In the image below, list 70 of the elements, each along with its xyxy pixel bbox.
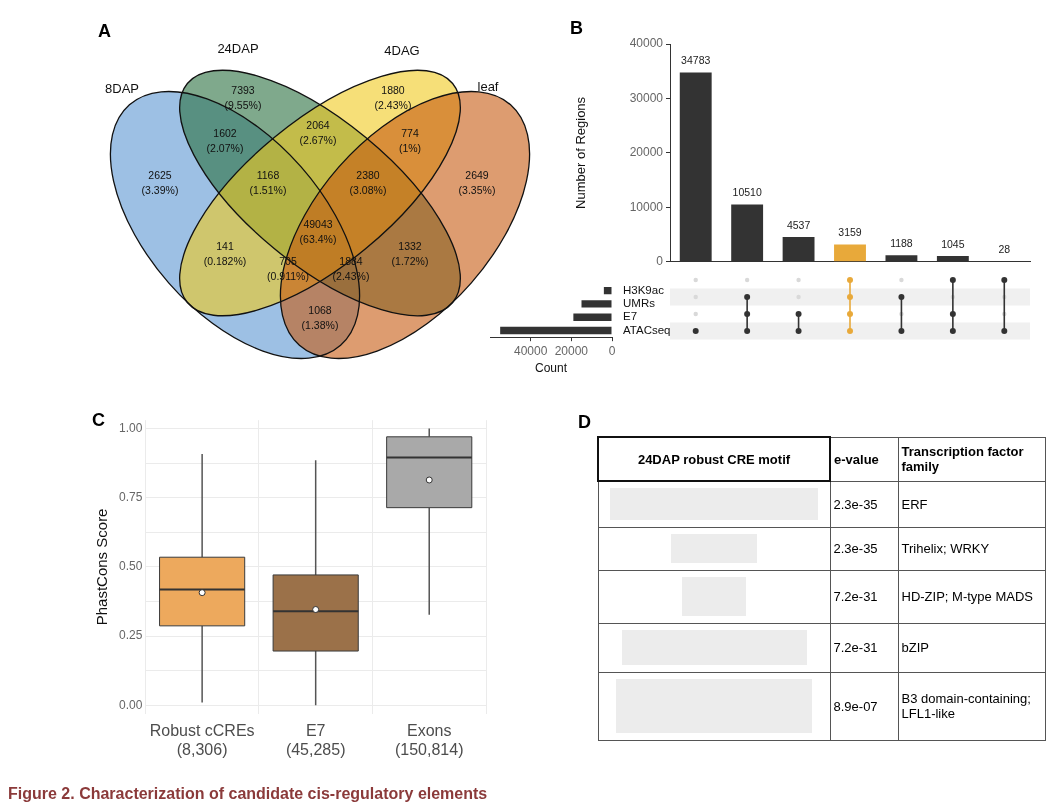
chart-title: C <box>92 409 105 430</box>
text: 141 (0.182%) <box>203 239 247 267</box>
text: D <box>578 412 592 434</box>
text: 49043 (63.4%) <box>299 217 337 245</box>
y-tick-label: 30000 <box>629 90 664 105</box>
y-tick-label: ATACseq <box>623 323 671 336</box>
text: 7393 (9.55%) <box>224 83 262 111</box>
text: 2380 (3.08%) <box>349 168 387 196</box>
bar <box>500 326 612 335</box>
text: 1168 (1.51%) <box>249 168 287 196</box>
y-tick-label: UMRs <box>623 297 656 310</box>
x-tick-label: Robust cCREs (8,306) <box>149 721 255 758</box>
y-tick-label: H3K9ac <box>623 283 665 296</box>
category-label: 8DAP <box>105 81 139 96</box>
bar <box>581 300 612 308</box>
text: Trihelix; WRKY <box>898 527 1045 570</box>
category-label: 4DAG <box>384 43 420 58</box>
text: 24DAP robust CRE motif <box>598 437 830 481</box>
text: 2649 (3.35%) <box>458 168 496 196</box>
data-label: 10510 <box>732 186 762 199</box>
chart-title: B <box>570 17 583 38</box>
data-label: 4537 <box>786 218 811 231</box>
y-tick-label: 0.00 <box>119 697 143 712</box>
y-tick-label: 20000 <box>629 145 664 160</box>
data-label: 1188 <box>890 236 913 249</box>
bar <box>603 286 612 295</box>
data-label: 3159 <box>838 226 862 239</box>
data-label: 1045 <box>941 237 965 250</box>
caption: Figure 2. Characterization of candidate cis-regulatory elements <box>8 785 488 803</box>
text: 7.2e-31 <box>830 570 898 623</box>
bar <box>834 244 866 262</box>
bar <box>573 313 612 321</box>
x-tick-label: E7 (45,285) <box>285 721 346 758</box>
x-tick-label: 20000 <box>554 343 589 358</box>
category-label: 24DAP <box>217 41 259 56</box>
text: 7.2e-31 <box>830 623 898 672</box>
text: 1332 (1.72%) <box>391 239 429 267</box>
text: 2.3e-35 <box>830 481 898 527</box>
y-tick-label: 0.50 <box>119 559 143 574</box>
text: 2064 (2.67%) <box>299 118 337 146</box>
y-axis-title: PhastCons Score <box>93 508 111 626</box>
x-tick-label: 40000 <box>513 343 548 358</box>
text: 2.3e-35 <box>830 527 898 570</box>
y-tick-label: 40000 <box>629 36 664 51</box>
text: 1068 (1.38%) <box>301 303 339 331</box>
text: 2625 (3.39%) <box>141 168 179 196</box>
text: 1880 (2.43%) <box>374 83 412 111</box>
y-tick-label: 10000 <box>629 199 664 214</box>
text: 1602 (2.07%) <box>206 126 244 154</box>
text: ERF <box>898 481 1045 527</box>
text: e-value <box>830 437 898 481</box>
x-tick-label: 0 <box>608 343 616 358</box>
text: 774 (1%) <box>398 126 422 154</box>
y-axis-title: Number of Regions <box>573 96 589 209</box>
x-axis-title: Count <box>534 361 568 376</box>
y-tick-label: 0.25 <box>119 628 143 643</box>
y-tick-label: E7 <box>623 310 638 323</box>
text: 8.9e-07 <box>830 672 898 740</box>
y-tick-label: 0.75 <box>119 490 143 505</box>
y-tick-label: 1.00 <box>119 420 143 435</box>
text: HD-ZIP; M-type MADS <box>898 570 1045 623</box>
text: Transcription factor family <box>898 437 1045 481</box>
text: B3 domain-containing; LFL1-like <box>898 672 1045 740</box>
x-tick-label: Exons (150,814) <box>394 721 464 758</box>
category-label: leaf <box>477 79 499 94</box>
y-tick-label: 0 <box>656 254 664 269</box>
text: bZIP <box>898 623 1045 672</box>
data-label: 28 <box>998 243 1011 256</box>
text: A <box>98 21 111 41</box>
data-label: 34783 <box>681 54 711 67</box>
